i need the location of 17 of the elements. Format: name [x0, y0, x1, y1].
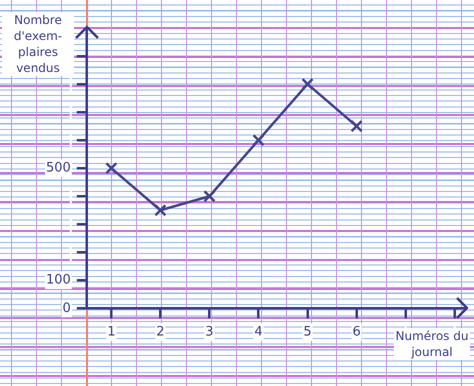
x-tick-label: 4 — [254, 324, 263, 340]
x-tick-label: 5 — [303, 324, 312, 340]
point — [301, 78, 314, 90]
x-axis-title: Numéros du journal — [394, 328, 470, 360]
y-axis-title: Nombre d'exem-plaires vendus — [2, 12, 74, 76]
point — [203, 190, 216, 202]
x-tick-label: 1 — [107, 324, 116, 340]
y-tick-label: 100 — [46, 272, 71, 288]
x-tick-label: 6 — [352, 324, 361, 340]
point — [154, 204, 167, 216]
point — [252, 134, 265, 146]
x-tick-label: 3 — [205, 324, 214, 340]
point — [350, 120, 363, 132]
x-tick-label: 2 — [156, 324, 165, 340]
point — [105, 162, 118, 174]
y-tick-label: 0 — [62, 300, 71, 316]
y-tick-label: 500 — [46, 160, 71, 176]
